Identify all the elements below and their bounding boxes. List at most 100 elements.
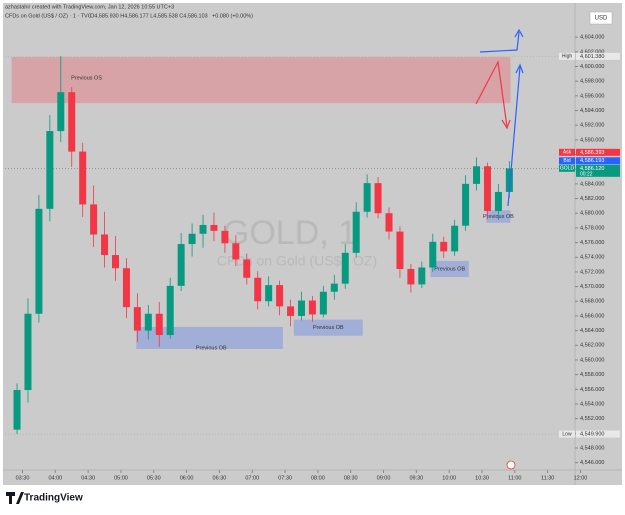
candle-body bbox=[133, 307, 141, 331]
x-tick-label: 06:00 bbox=[180, 475, 194, 481]
candle-body bbox=[330, 283, 338, 292]
candle-body bbox=[13, 390, 21, 430]
footer-background bbox=[0, 486, 625, 510]
y-tick-label: 4,572.000 bbox=[580, 269, 604, 275]
price-tag-box bbox=[559, 157, 575, 165]
replay-icon[interactable] bbox=[506, 460, 516, 470]
arrow-head bbox=[515, 63, 524, 74]
ohlc: O4,585.930 H4,586.177 L4,585.538 C4,586.… bbox=[90, 13, 208, 19]
y-tick-label: 4,548.000 bbox=[580, 445, 604, 451]
candle-body bbox=[440, 241, 448, 252]
x-tick-label: 11:00 bbox=[508, 475, 521, 481]
y-tick-label: 4,546.000 bbox=[580, 460, 604, 466]
price-label: 4,586.120 bbox=[580, 166, 604, 172]
candle-body bbox=[177, 244, 185, 286]
candle-body bbox=[308, 300, 316, 315]
y-tick-label: 4,590.000 bbox=[580, 137, 604, 143]
candle-body bbox=[363, 183, 371, 212]
x-tick-label: 09:00 bbox=[377, 475, 391, 481]
candle-body bbox=[155, 313, 163, 336]
y-tick-label: 4,562.000 bbox=[580, 343, 604, 349]
arrow-head bbox=[501, 119, 511, 130]
x-tick-label: 06:30 bbox=[213, 475, 227, 481]
candle-body bbox=[473, 166, 481, 184]
candle-body bbox=[232, 243, 240, 260]
change: +0.080 (+0.00%) bbox=[212, 13, 253, 19]
candle-body bbox=[35, 208, 43, 314]
y-tick-label: 4,598.000 bbox=[580, 79, 604, 85]
price-tag: High bbox=[562, 54, 573, 60]
candle-body bbox=[396, 231, 404, 269]
price-tag: Low bbox=[562, 431, 572, 437]
x-tick-label: 05:30 bbox=[147, 475, 161, 481]
candle-body bbox=[199, 224, 207, 234]
price-label-box bbox=[576, 430, 620, 438]
arrow bbox=[475, 60, 508, 128]
watermark-ticker: GOLD, 1 bbox=[223, 214, 357, 252]
candle-body bbox=[243, 259, 251, 278]
candle-body bbox=[46, 131, 54, 209]
candle-body bbox=[407, 268, 415, 285]
brand: TradingView bbox=[24, 493, 83, 504]
candle-body bbox=[90, 204, 98, 235]
x-tick-label: 09:30 bbox=[409, 475, 423, 481]
y-tick-label: 4,582.000 bbox=[580, 196, 604, 202]
zone-label: Previous OS bbox=[71, 75, 102, 81]
y-tick-label: 4,560.000 bbox=[580, 357, 604, 363]
price-tag: Ask bbox=[563, 150, 572, 156]
candle-body bbox=[451, 225, 459, 252]
currency-box[interactable] bbox=[589, 11, 613, 25]
price-label: 4,586.393 bbox=[580, 150, 604, 156]
y-tick-label: 4,570.000 bbox=[580, 284, 604, 290]
candle-body bbox=[166, 285, 174, 336]
price-tag-box bbox=[559, 52, 575, 60]
price-label: 4,549.900 bbox=[580, 432, 604, 438]
zone bbox=[293, 319, 363, 336]
candle-body bbox=[210, 224, 218, 231]
symbol: CFDs on Gold (US$ / OZ) · 1 · TVC bbox=[5, 13, 92, 19]
x-tick-label: 03:30 bbox=[16, 475, 30, 481]
candle-body bbox=[276, 285, 284, 307]
x-tick-label: 04:30 bbox=[81, 475, 95, 481]
price-label: 4,586.193 bbox=[580, 158, 604, 164]
y-tick-label: 4,578.000 bbox=[580, 225, 604, 231]
price-tag-box bbox=[559, 148, 575, 156]
x-tick-label: 12:00 bbox=[574, 475, 588, 481]
zone bbox=[11, 56, 511, 104]
candle-body bbox=[483, 166, 491, 212]
candle-body bbox=[24, 313, 32, 391]
price-label: 4,601.380 bbox=[580, 54, 604, 60]
zone-label: Previous OB bbox=[313, 325, 344, 331]
plot: 4,546.0004,548.0004,550.0004,552.0004,55… bbox=[5, 35, 620, 481]
candle-body bbox=[265, 285, 273, 302]
y-tick-label: 4,602.000 bbox=[580, 49, 604, 55]
zone-label: Previous OB bbox=[434, 266, 465, 272]
price-tag: GOLD bbox=[560, 166, 575, 172]
currency[interactable]: USD bbox=[595, 16, 608, 22]
price-label-box bbox=[576, 52, 620, 60]
y-tick-label: 4,554.000 bbox=[580, 401, 604, 407]
y-tick-label: 4,592.000 bbox=[580, 123, 604, 129]
candle-body bbox=[254, 277, 262, 302]
countdown: 00:22 bbox=[580, 172, 593, 178]
candle-body bbox=[429, 241, 437, 268]
x-tick-label: 05:00 bbox=[114, 475, 128, 481]
y-tick-label: 4,580.000 bbox=[580, 211, 604, 217]
arrow-head bbox=[514, 28, 524, 38]
price-label-box bbox=[576, 164, 620, 177]
x-tick-label: 10:00 bbox=[442, 475, 456, 481]
price-tag: Bid bbox=[563, 158, 570, 164]
candle-body bbox=[57, 92, 65, 132]
candle-body bbox=[418, 267, 426, 285]
price-tag-box bbox=[559, 430, 575, 438]
y-tick-label: 4,568.000 bbox=[580, 299, 604, 305]
candle-body bbox=[111, 255, 119, 269]
logo bbox=[6, 492, 24, 504]
x-tick-label: 08:30 bbox=[344, 475, 358, 481]
candle-body bbox=[319, 291, 327, 315]
y-tick-label: 4,552.000 bbox=[580, 416, 604, 422]
y-tick-label: 4,556.000 bbox=[580, 387, 604, 393]
y-tick-label: 4,574.000 bbox=[580, 255, 604, 261]
